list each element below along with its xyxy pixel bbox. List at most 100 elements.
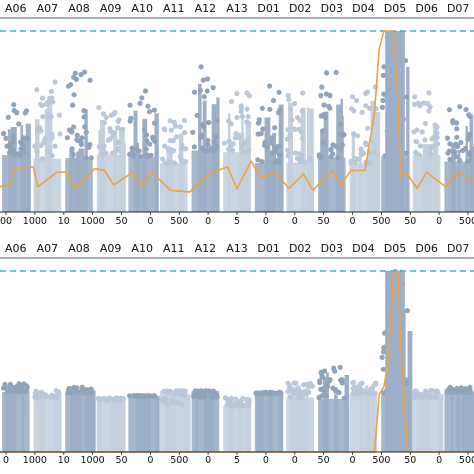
snp-point [284, 136, 291, 142]
snp-point [162, 143, 168, 149]
snp-point [226, 118, 232, 124]
snp-point [17, 152, 23, 158]
snp-point [285, 147, 291, 153]
snp-point [107, 395, 113, 401]
snp-point [102, 395, 108, 401]
snp-point [404, 308, 410, 314]
snp-point [111, 129, 117, 135]
point-column [98, 129, 102, 212]
snp-point [403, 380, 409, 386]
snp-point [253, 390, 259, 397]
snp-point [98, 396, 104, 402]
snp-point [419, 391, 425, 397]
chromosome-label: D07 [447, 2, 469, 15]
snp-point [70, 151, 76, 158]
snp-point [287, 394, 293, 400]
snp-point [66, 127, 73, 133]
snp-point [430, 143, 436, 149]
snp-point [319, 84, 325, 90]
chromosome-label: A10 [131, 2, 153, 15]
snp-point [303, 389, 309, 395]
tick-label: 500 [372, 455, 390, 466]
point-column [195, 392, 198, 452]
snp-point [259, 158, 265, 165]
point-column [228, 113, 231, 212]
snp-point [373, 381, 379, 387]
snp-point [318, 93, 324, 99]
snp-point [353, 97, 360, 103]
snp-point [316, 395, 322, 401]
snp-point [139, 95, 145, 101]
point-column [269, 152, 275, 212]
snp-point [86, 144, 92, 150]
chromosome-label: A07 [37, 242, 59, 255]
point-column [406, 66, 410, 213]
snp-point [239, 114, 245, 120]
snp-point [246, 120, 252, 126]
point-column [245, 401, 252, 452]
snp-point [68, 82, 74, 88]
snp-point [421, 100, 427, 106]
snp-point [168, 127, 174, 133]
snp-point [286, 386, 293, 392]
tick-label: 0 [263, 455, 269, 466]
snp-point [302, 159, 308, 165]
snp-point [434, 394, 440, 400]
snp-point [464, 389, 470, 395]
point-column [183, 394, 189, 452]
snp-point [101, 148, 107, 154]
point-column [469, 114, 474, 212]
snp-point [208, 389, 214, 395]
snp-point [109, 150, 115, 156]
point-column [438, 394, 444, 452]
snp-point [3, 135, 9, 141]
snp-point [323, 91, 329, 97]
point-column [238, 399, 243, 452]
point-column [451, 142, 456, 212]
snp-point [326, 103, 332, 109]
point-column [422, 144, 429, 212]
snp-point [467, 152, 473, 158]
tick-label: 1000 [23, 455, 47, 466]
snp-point [330, 142, 336, 148]
snp-point [71, 74, 77, 80]
point-column [209, 394, 214, 452]
snp-point [276, 89, 282, 95]
point-column [325, 372, 329, 452]
snp-point [213, 393, 219, 399]
point-column [450, 388, 454, 452]
snp-point [24, 388, 30, 394]
snp-point [381, 349, 387, 355]
snp-point [460, 387, 466, 393]
snp-point [274, 157, 280, 164]
snp-point [298, 155, 304, 161]
point-column [76, 151, 79, 212]
chromosome-label: A11 [163, 242, 185, 255]
snp-point [5, 387, 11, 393]
snp-point [239, 144, 245, 150]
snp-point [46, 149, 52, 155]
snp-point [299, 108, 305, 114]
tick-label: 0 [205, 455, 211, 466]
point-column [39, 394, 45, 452]
chromosome-label: D02 [289, 2, 311, 15]
chromosome-label: D06 [415, 242, 437, 255]
snp-point [296, 126, 302, 132]
tick-label: 5 [234, 455, 240, 466]
snp-point [8, 383, 14, 389]
snp-point [452, 149, 458, 155]
snp-point [285, 92, 291, 98]
snp-point [319, 373, 325, 379]
chromosome-label: A13 [226, 2, 248, 15]
chromosome-label: A12 [195, 2, 217, 15]
snp-point [352, 155, 358, 162]
snp-point [463, 106, 469, 113]
point-column [136, 395, 141, 452]
point-column [465, 125, 468, 212]
snp-point [380, 97, 386, 104]
chromosome-label: A09 [100, 2, 122, 15]
snp-point [381, 91, 387, 97]
tick-label: 50 [404, 216, 416, 227]
snp-point [339, 378, 345, 385]
snp-point [101, 143, 107, 149]
